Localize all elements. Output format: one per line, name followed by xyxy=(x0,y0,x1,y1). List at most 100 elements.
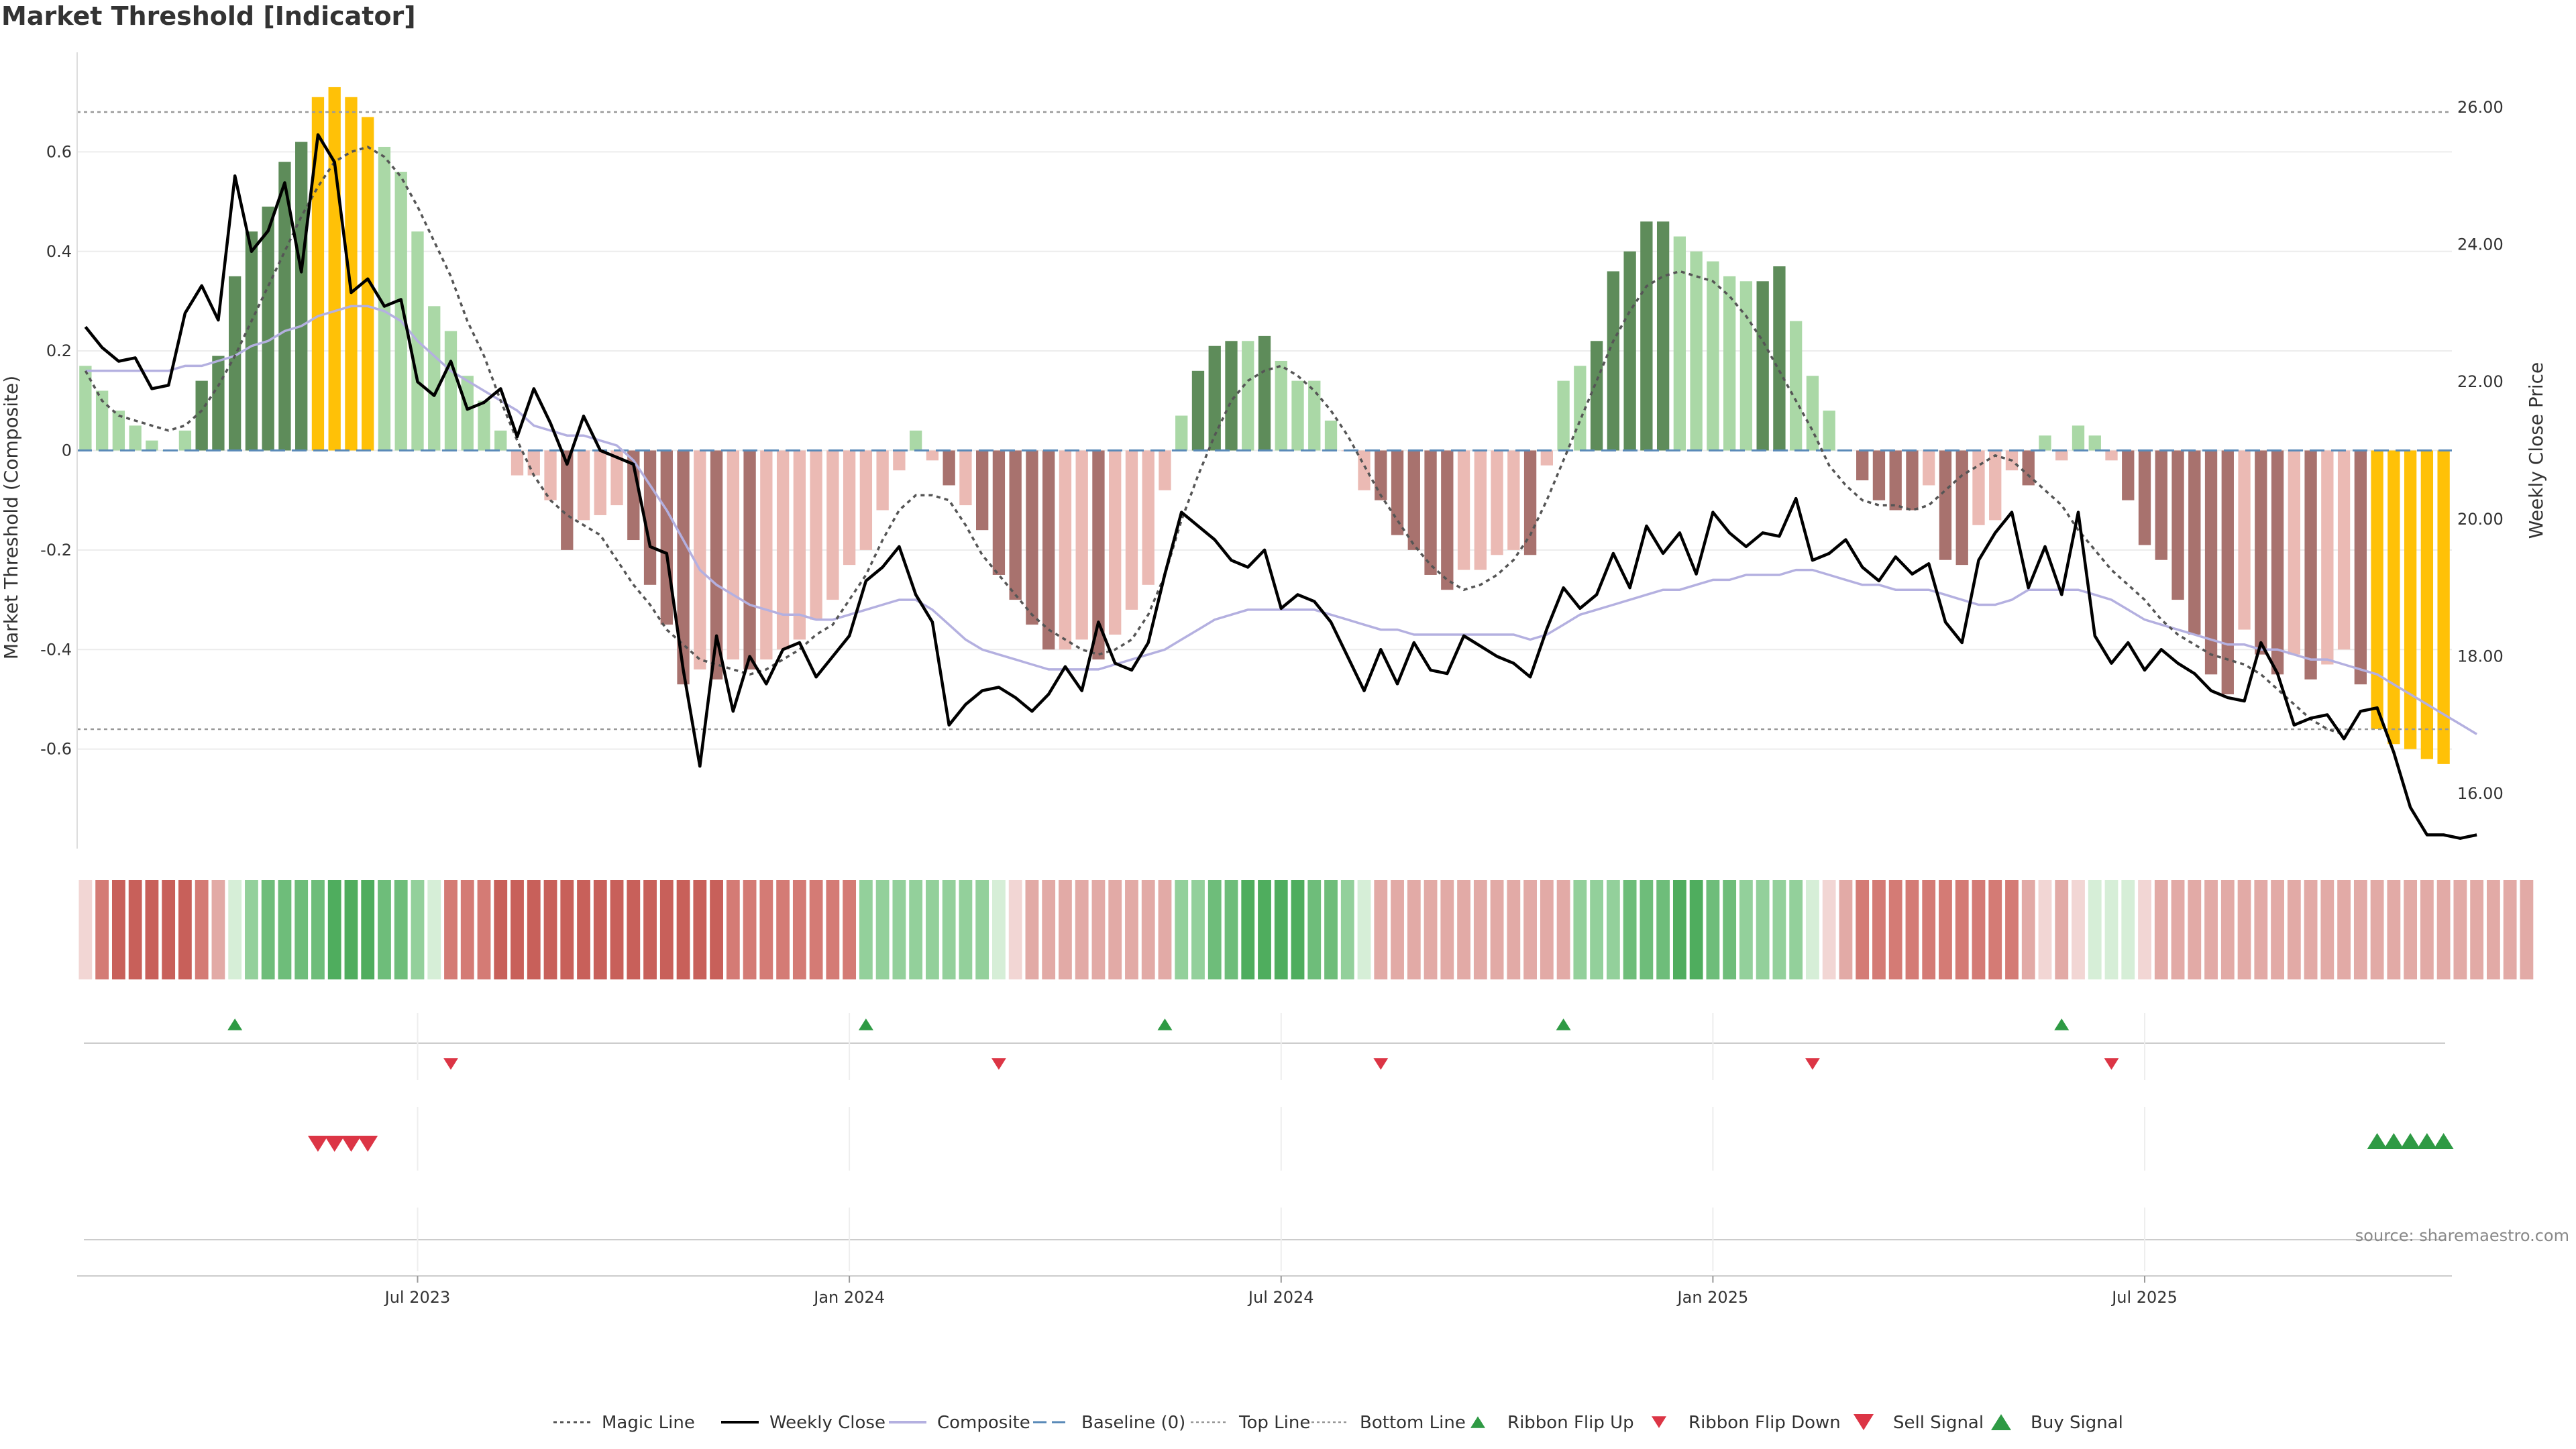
right-tick-label: 16.00 xyxy=(2457,784,2504,803)
composite-bar xyxy=(362,117,374,451)
composite-bar xyxy=(1291,380,1304,451)
composite-bar xyxy=(2288,450,2300,655)
ribbon-cell xyxy=(1573,880,1587,979)
composite-bar xyxy=(1856,450,1869,481)
ribbon-flip-up-marker xyxy=(227,1018,243,1030)
x-tick-label: Jul 2024 xyxy=(1247,1288,1314,1307)
composite-bar xyxy=(1955,450,1968,566)
ribbon-cell xyxy=(1739,880,1753,979)
ribbon-cell xyxy=(1523,880,1537,979)
composite-bar xyxy=(976,450,989,531)
composite-bar xyxy=(328,87,341,451)
composite-bar xyxy=(710,450,723,680)
ribbon-cell xyxy=(2420,880,2434,979)
ribbon-cell xyxy=(1689,880,1703,979)
legend-swatch xyxy=(1854,1414,1874,1430)
composite-bar xyxy=(1790,321,1803,451)
composite-bar xyxy=(810,450,822,620)
composite-bar xyxy=(1889,450,1902,511)
ribbon-cell xyxy=(2404,880,2418,979)
composite-bar xyxy=(1989,450,2002,521)
legend-item-weekly-close: Weekly Close xyxy=(721,1413,885,1433)
left-tick-label: 0 xyxy=(62,441,72,460)
ribbon-cell xyxy=(792,880,806,979)
ribbon-cell xyxy=(1507,880,1521,979)
ribbon-cell xyxy=(2520,880,2534,979)
left-tick-label: 0.4 xyxy=(46,242,72,261)
legend-item-baseline-0: Baseline (0) xyxy=(1033,1413,1185,1433)
composite-bar xyxy=(428,306,441,451)
composite-bar xyxy=(1159,450,1171,490)
composite-bar xyxy=(2105,450,2118,461)
ribbon-cell xyxy=(759,880,773,979)
ribbon-cell xyxy=(959,880,973,979)
ribbon-cell xyxy=(1457,880,1470,979)
composite-bar xyxy=(577,450,590,521)
legend-item-bottom-line: Bottom Line xyxy=(1311,1413,1466,1433)
composite-bar xyxy=(2122,450,2135,500)
x-tick-label: Jul 2023 xyxy=(384,1288,451,1307)
composite-bar xyxy=(2171,450,2184,600)
composite-bar xyxy=(1208,345,1221,451)
buy-signal-marker xyxy=(2383,1133,2404,1149)
composite-bar xyxy=(1424,450,1437,575)
composite-bar xyxy=(776,450,790,650)
composite-bar xyxy=(2255,450,2267,655)
composite-bar xyxy=(843,450,856,566)
legend-label: Ribbon Flip Up xyxy=(1507,1413,1634,1433)
x-tick-label: Jan 2024 xyxy=(812,1288,885,1307)
composite-bar xyxy=(643,450,657,585)
axes: -0.6 -0.4 -0.2 0 0.2 0.4 0.6 16.00 18.00 20.00 22.… xyxy=(0,52,2547,849)
ribbon-cell xyxy=(2220,880,2235,979)
composite-bar xyxy=(178,430,192,451)
ribbon-cell xyxy=(78,880,93,979)
ribbon-cell xyxy=(1175,880,1189,979)
composite-bar xyxy=(2404,450,2417,749)
composite-bar xyxy=(129,425,142,451)
ribbon-cell xyxy=(809,880,823,979)
ribbon-flip-up-marker xyxy=(2054,1018,2070,1030)
ribbon-cell xyxy=(1125,880,1138,979)
composite-bar xyxy=(876,450,889,511)
ribbon-cell xyxy=(975,880,989,979)
ribbon-cell xyxy=(1656,880,1670,979)
composite-bar xyxy=(2354,450,2367,685)
ribbon-cell xyxy=(577,880,590,979)
series-lines xyxy=(77,111,2478,840)
ribbon-cell xyxy=(743,880,757,979)
ribbon-flip-down-marker xyxy=(1805,1058,1820,1070)
composite-bar xyxy=(1258,335,1271,451)
composite-bar xyxy=(1175,415,1188,451)
composite-bar xyxy=(893,450,906,471)
ribbon-cell xyxy=(1258,880,1271,979)
composite-bar xyxy=(1656,221,1670,451)
composite-bar xyxy=(229,276,241,451)
composite-bar xyxy=(926,450,939,461)
composite-bar xyxy=(1242,341,1254,451)
ribbon-cell xyxy=(411,880,425,979)
composite-bar xyxy=(1557,380,1570,451)
composite-bar xyxy=(378,146,391,451)
ribbon-cell xyxy=(1307,880,1322,979)
composite-bar xyxy=(1972,450,1985,525)
composite-bar xyxy=(1773,266,1786,451)
ribbon-cell xyxy=(659,880,674,979)
buy-signal-marker xyxy=(2433,1133,2454,1149)
ribbon-cell xyxy=(1025,880,1039,979)
ribbon-cell xyxy=(1224,880,1238,979)
legend-item-sell-signal: Sell Signal xyxy=(1854,1413,1984,1433)
ribbon-cell xyxy=(2104,880,2118,979)
ribbon-cell xyxy=(2038,880,2052,979)
ribbon-cell xyxy=(1955,880,1969,979)
ribbon-cell xyxy=(2171,880,2185,979)
x-tick-label: Jan 2025 xyxy=(1676,1288,1749,1307)
composite-bar xyxy=(660,450,673,625)
composite-bar xyxy=(2022,450,2035,486)
ribbon-cell xyxy=(1208,880,1222,979)
ribbon-cell xyxy=(2072,880,2085,979)
ribbon-cell xyxy=(2138,880,2151,979)
composite-bar xyxy=(1823,411,1835,451)
ribbon-cell xyxy=(2304,880,2318,979)
composite-bar xyxy=(444,331,458,451)
